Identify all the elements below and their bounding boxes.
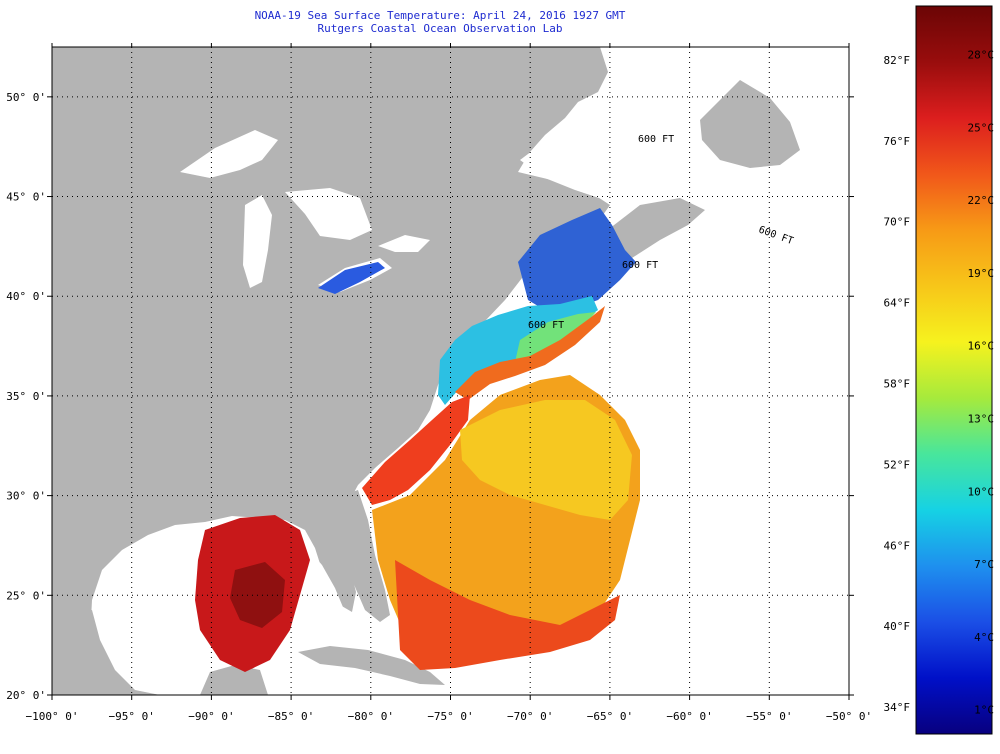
colorbar-celsius-label: 10°C bbox=[968, 485, 995, 498]
lat-tick-label: 35° 0' bbox=[6, 390, 46, 403]
colorbar-fahrenheit-label: 82°F bbox=[884, 54, 911, 67]
cuba-land bbox=[298, 646, 445, 685]
colorbar-celsius-label: 13°C bbox=[968, 413, 995, 426]
latitude-labels: 20° 0' 25° 0' 30° 0' 35° 0' 40° 0' 45° 0' 50° … bbox=[6, 91, 46, 702]
colorbar-fahrenheit-label: 46°F bbox=[884, 539, 911, 552]
sst-gulf-stream bbox=[362, 395, 470, 505]
colorbar-fahrenheit-label: 64°F bbox=[884, 297, 911, 310]
map-tick-marks bbox=[47, 43, 854, 700]
colorbar-fahrenheit-labels: 34°F 40°F 46°F 52°F 58°F 64°F 70°F 76°F 82°F bbox=[884, 54, 911, 714]
newfoundland-land bbox=[700, 80, 800, 168]
colorbar-fahrenheit-label: 34°F bbox=[884, 701, 911, 714]
map-area: 600 FT 600 FT 600 FT 600 FT bbox=[52, 47, 849, 695]
sst-gulf-of-maine bbox=[518, 208, 636, 312]
lat-tick-label: 50° 0' bbox=[6, 91, 46, 104]
contour-label-scotian-shelf: 600 FT bbox=[622, 260, 658, 271]
sst-lake-erie bbox=[318, 262, 385, 294]
colorbar-celsius-label: 19°C bbox=[968, 267, 995, 280]
lat-tick-label: 25° 0' bbox=[6, 589, 46, 602]
sst-shelf-slope-green bbox=[515, 312, 596, 362]
map-title: NOAA-19 Sea Surface Temperature: April 2… bbox=[254, 9, 626, 22]
lat-tick-label: 45° 0' bbox=[6, 191, 46, 204]
lat-tick-label: 40° 0' bbox=[6, 290, 46, 303]
lon-tick-label: −75° 0' bbox=[427, 710, 473, 723]
colorbar-celsius-label: 4°C bbox=[974, 631, 994, 644]
nova-scotia-land bbox=[605, 198, 705, 262]
north-america-land bbox=[52, 47, 610, 695]
lon-tick-label: −90° 0' bbox=[188, 710, 234, 723]
gulf-of-st-lawrence bbox=[520, 90, 700, 200]
colorbar-fahrenheit-label: 76°F bbox=[884, 135, 911, 148]
colorbar-celsius-labels: 1°C 4°C 7°C 10°C 13°C 16°C 19°C 22°C 25°C 28°C bbox=[968, 49, 995, 717]
colorbar-celsius-label: 7°C bbox=[974, 558, 994, 571]
lon-tick-label: −65° 0' bbox=[587, 710, 633, 723]
colorbar-celsius-label: 28°C bbox=[968, 49, 995, 62]
contour-label-gulf-st-lawrence: 600 FT bbox=[638, 134, 674, 145]
map-subtitle: Rutgers Coastal Ocean Observation Lab bbox=[317, 22, 563, 35]
yucatan-land bbox=[52, 610, 268, 695]
lon-tick-label: −70° 0' bbox=[507, 710, 553, 723]
colorbar-celsius-label: 22°C bbox=[968, 194, 995, 207]
florida-land bbox=[330, 490, 390, 622]
colorbar-fahrenheit-label: 52°F bbox=[884, 458, 911, 471]
lon-tick-label: −80° 0' bbox=[348, 710, 394, 723]
lon-tick-label: −60° 0' bbox=[666, 710, 712, 723]
colorbar-celsius-label: 25°C bbox=[968, 121, 995, 134]
colorbar-celsius-label: 1°C bbox=[974, 704, 994, 717]
lon-tick-label: −95° 0' bbox=[109, 710, 155, 723]
colorbar-celsius-label: 16°C bbox=[968, 340, 995, 353]
colorbar-fahrenheit-label: 40°F bbox=[884, 620, 911, 633]
lon-tick-label: −55° 0' bbox=[746, 710, 792, 723]
sst-south-warm bbox=[395, 560, 620, 670]
colorbar-fahrenheit-label: 70°F bbox=[884, 216, 911, 229]
lon-tick-label: −100° 0' bbox=[26, 710, 79, 723]
sst-sargasso-yellow bbox=[460, 400, 632, 520]
longitude-labels: −100° 0' −95° 0' −90° 0' −85° 0' −80° 0' −75°… bbox=[26, 710, 873, 723]
lat-tick-label: 30° 0' bbox=[6, 490, 46, 503]
lon-tick-label: −85° 0' bbox=[268, 710, 314, 723]
colorbar-fahrenheit-label: 58°F bbox=[884, 377, 911, 390]
lon-tick-label: −50° 0' bbox=[826, 710, 872, 723]
graticule bbox=[52, 47, 849, 695]
sst-gulf-stream-north-wall bbox=[455, 306, 605, 400]
colorbar bbox=[915, 5, 993, 735]
lat-tick-label: 20° 0' bbox=[6, 689, 46, 702]
great-lakes bbox=[180, 130, 430, 292]
contour-label-georges-bank: 600 FT bbox=[528, 320, 564, 331]
